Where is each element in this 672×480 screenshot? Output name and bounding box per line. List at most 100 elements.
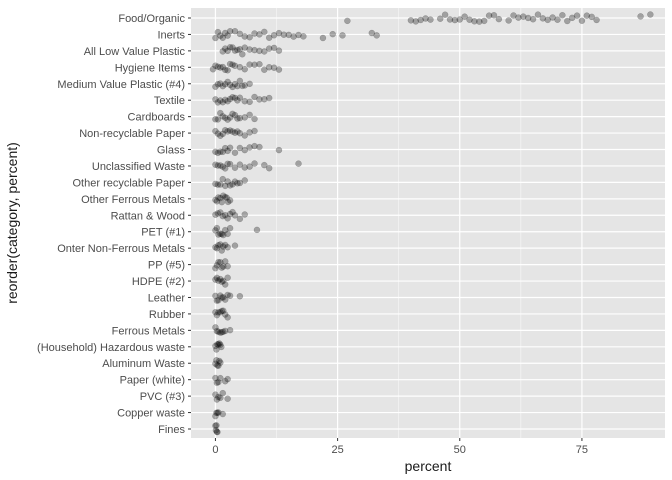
data-point [231, 47, 239, 54]
data-point [224, 314, 231, 321]
data-point [485, 12, 493, 19]
data-point [412, 18, 420, 25]
data-point [246, 33, 253, 41]
data-point [246, 144, 253, 151]
data-point [251, 127, 258, 135]
data-point [212, 227, 219, 234]
data-point [234, 115, 241, 122]
data-point [219, 98, 227, 106]
data-point [229, 181, 236, 188]
x-axis-title: percent [405, 458, 452, 474]
data-point [220, 231, 227, 239]
data-point [231, 80, 239, 88]
data-point [246, 98, 253, 106]
data-point [212, 426, 220, 434]
data-point [265, 45, 273, 52]
data-point [219, 63, 227, 71]
data-point [226, 127, 234, 134]
data-point [229, 208, 236, 216]
data-point [231, 242, 239, 249]
y-tick-label: Other Ferrous Metals [81, 194, 185, 206]
data-point [219, 163, 227, 170]
data-point [231, 129, 239, 136]
data-point [221, 226, 229, 234]
data-point [212, 196, 219, 204]
data-point [212, 391, 219, 398]
data-point [241, 33, 249, 40]
data-point [224, 244, 231, 251]
data-point [219, 113, 227, 120]
data-point [231, 94, 239, 102]
data-point [215, 194, 222, 201]
y-tick-label: Onter Non-Ferrous Metals [57, 243, 185, 255]
data-point [217, 259, 224, 266]
data-point [213, 262, 221, 269]
y-tick-label: Textile [154, 95, 185, 107]
data-point [221, 211, 229, 219]
data-point [275, 29, 283, 37]
y-tick-label: Ferrous Metals [112, 325, 186, 337]
data-point [213, 198, 221, 205]
data-point [236, 144, 244, 152]
data-point [480, 17, 488, 25]
data-point [224, 116, 231, 123]
data-point [226, 81, 234, 89]
data-point [215, 341, 222, 348]
data-point [214, 63, 222, 70]
data-point [554, 16, 561, 23]
data-point [224, 78, 231, 86]
y-tick-label: (Household) Hazardous waste [37, 342, 185, 354]
data-point [215, 393, 222, 401]
data-point [220, 328, 227, 336]
y-tick-label: HDPE (#2) [132, 276, 185, 288]
data-point [218, 294, 226, 301]
y-tick-label: Rubber [149, 309, 185, 321]
data-point [212, 374, 219, 382]
data-point [221, 296, 229, 303]
data-point [220, 294, 227, 301]
data-point [265, 94, 273, 102]
data-point [251, 30, 258, 37]
data-point [261, 66, 268, 74]
data-point [549, 14, 556, 21]
data-point [246, 61, 253, 68]
data-point [221, 377, 229, 385]
data-point [246, 80, 253, 88]
data-point [534, 11, 542, 18]
data-point [212, 422, 219, 430]
data-point [295, 160, 302, 167]
data-point [253, 226, 261, 234]
data-point [219, 212, 227, 220]
data-point [217, 97, 224, 104]
data-point [234, 46, 241, 54]
data-point [217, 80, 224, 87]
data-point [256, 47, 263, 55]
data-point [637, 13, 644, 20]
data-point [212, 324, 219, 331]
data-point [226, 44, 234, 51]
data-point [215, 277, 222, 284]
grid-major [191, 8, 665, 438]
grid-minor [276, 8, 522, 438]
data-point [344, 17, 351, 25]
data-point [226, 114, 234, 121]
data-point [217, 194, 224, 202]
data-point [209, 66, 217, 73]
data-point [218, 230, 226, 238]
data-point [215, 378, 222, 386]
data-point [215, 409, 222, 416]
data-point [217, 292, 224, 299]
data-point [215, 328, 222, 336]
data-point [422, 15, 429, 22]
data-point [219, 410, 227, 418]
data-point [219, 48, 227, 55]
data-point [215, 309, 222, 316]
data-point [476, 18, 483, 25]
data-point [229, 44, 236, 51]
data-point [221, 29, 229, 37]
data-point [213, 428, 221, 435]
data-point [224, 97, 231, 105]
x-tick-label: 75 [576, 444, 588, 456]
data-point [241, 114, 249, 121]
data-point [214, 362, 221, 369]
